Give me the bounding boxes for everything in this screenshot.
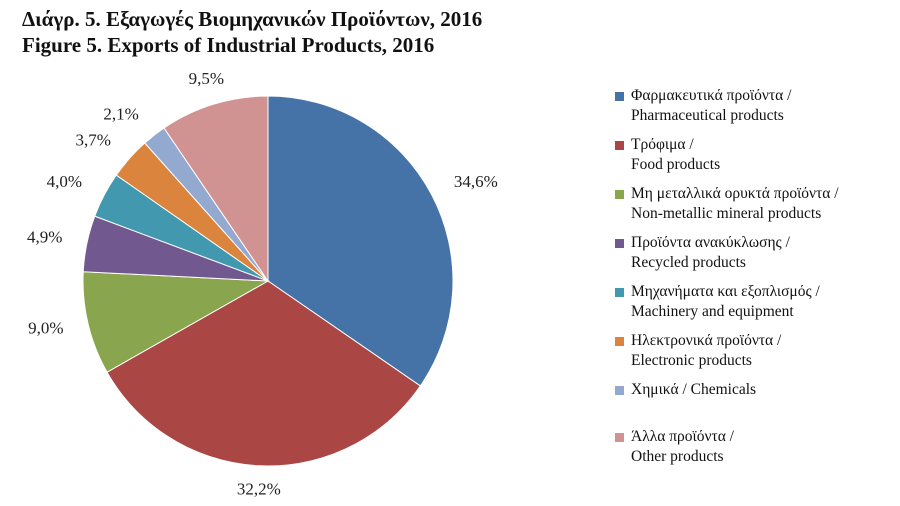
legend-label-greek: Μη μεταλλικά ορυκτά προϊόντα /	[631, 185, 839, 202]
legend-label-greek: Άλλα προϊόντα /	[631, 428, 734, 445]
legend-label-english: Machinery and equipment	[631, 303, 794, 320]
legend-label-english: Other products	[631, 448, 724, 465]
pie-slice	[267, 95, 454, 387]
legend-item: Ηλεκτρονικά προϊόντα / Electronic produc…	[615, 331, 895, 380]
legend-swatch	[615, 239, 624, 248]
legend-item: Μη μεταλλικά ορυκτά προϊόντα / Non-metal…	[615, 184, 895, 233]
legend-item: Προϊόντα ανακύκλωσης / Recycled products	[615, 233, 895, 282]
slice-value-label: 34,6%	[454, 172, 498, 191]
legend-label-greek: Προϊόντα ανακύκλωσης /	[631, 234, 790, 251]
legend-swatch	[615, 288, 624, 297]
legend-label-english: Non-metallic mineral products	[631, 205, 822, 222]
pie-slice	[82, 271, 270, 373]
legend-item: Φαρμακευτικά προϊόντα / Pharmaceutical p…	[615, 86, 895, 135]
chart-title-block: Διάγρ. 5. Εξαγωγές Βιομηχανικών Προϊόντω…	[22, 6, 482, 58]
chart-subtitle: Figure 5. Exports of Industrial Products…	[22, 33, 435, 57]
legend-label-english: Electronic products	[631, 352, 752, 369]
legend-item: Τρόφιμα / Food products	[615, 135, 895, 184]
legend-swatch	[615, 433, 624, 442]
pie-slice	[106, 280, 422, 467]
legend-swatch	[615, 386, 624, 395]
slice-value-label: 4,0%	[47, 172, 82, 191]
slice-value-label: 9,0%	[28, 318, 63, 337]
legend-label-greek: Ηλεκτρονικά προϊόντα /	[631, 332, 782, 349]
slice-value-label: 2,1%	[103, 104, 138, 123]
legend-label-english: Recycled products	[631, 254, 746, 271]
legend-swatch	[615, 337, 624, 346]
legend-item: Χημικά / Chemicals	[615, 380, 895, 427]
slice-value-label: 9,5%	[189, 69, 224, 88]
chart-title: Διάγρ. 5. Εξαγωγές Βιομηχανικών Προϊόντω…	[22, 7, 483, 31]
legend-item: Μηχανήματα και εξοπλισμός / Machinery an…	[615, 282, 895, 331]
legend-label-greek: Φαρμακευτικά προϊόντα /	[631, 87, 792, 104]
legend-label-greek: Μηχανήματα και εξοπλισμός /	[631, 283, 820, 300]
legend-label-english: Food products	[631, 156, 721, 173]
slice-value-label: 4,9%	[27, 227, 62, 246]
slice-value-label: 32,2%	[237, 480, 281, 499]
chart-legend: Φαρμακευτικά προϊόντα / Pharmaceutical p…	[615, 86, 895, 476]
legend-label-greek: Τρόφιμα /	[631, 136, 694, 153]
legend-swatch	[615, 190, 624, 199]
legend-swatch	[615, 141, 624, 150]
legend-label-greek: Χημικά / Chemicals	[631, 381, 757, 398]
legend-label-english: Pharmaceutical products	[631, 107, 784, 124]
legend-swatch	[615, 92, 624, 101]
legend-item: Άλλα προϊόντα / Other products	[615, 427, 895, 476]
pie-slice	[163, 95, 269, 283]
slice-value-label: 3,7%	[75, 131, 110, 150]
